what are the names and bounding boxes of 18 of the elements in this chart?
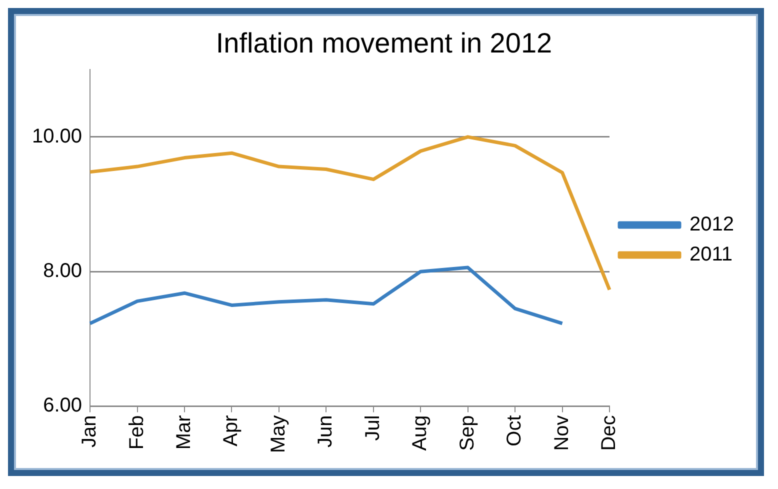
y-tick-label: 10.00 xyxy=(32,125,82,148)
x-tick-label: Oct xyxy=(504,414,526,446)
x-tick-label: Sep xyxy=(456,415,478,451)
x-tick-label: Nov xyxy=(550,415,573,451)
x-tick-label: Jan xyxy=(78,415,101,448)
x-tick-label: Jun xyxy=(314,415,337,448)
y-tick-label: 8.00 xyxy=(43,260,82,282)
x-tick-label: Apr xyxy=(220,414,242,446)
chart-title: Inflation movement in 2012 xyxy=(216,28,552,59)
x-tick-label: Jul xyxy=(362,415,384,441)
x-tick-label: Dec xyxy=(598,415,620,451)
x-tick-label: Aug xyxy=(409,415,432,451)
x-tick-label: May xyxy=(267,415,290,454)
legend-label: 2012 xyxy=(690,214,734,236)
y-tick-label: 6.00 xyxy=(43,394,82,417)
legend-label: 2011 xyxy=(690,244,733,266)
x-tick-label: Feb xyxy=(126,415,148,450)
x-tick-label: Mar xyxy=(173,414,196,450)
